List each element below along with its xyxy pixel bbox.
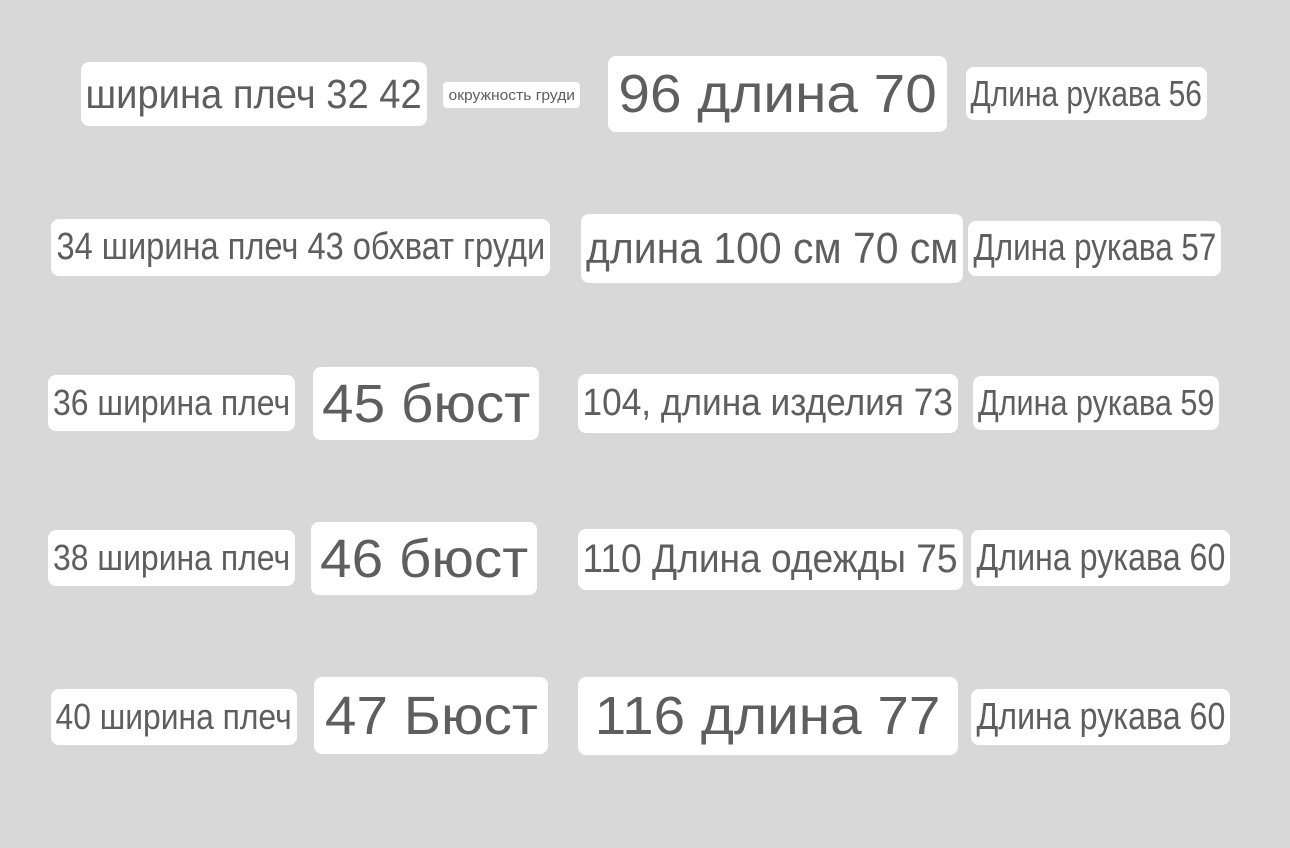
- label-sleeve-60-a: Длина рукава 60: [971, 530, 1230, 586]
- label-text: Длина рукава 59: [977, 382, 1215, 423]
- label-chest-circumference: окружность груди: [443, 82, 580, 108]
- label-text: 40 ширина плеч: [55, 696, 293, 737]
- label-text: Длина рукава 60: [976, 695, 1225, 738]
- label-text: 46 бюст: [319, 528, 529, 589]
- label-text: 47 Бюст: [324, 685, 538, 746]
- label-bust-46: 46 бюст: [311, 522, 537, 595]
- label-text: 34 ширина плеч 43 обхват груди: [56, 226, 545, 268]
- label-110-length-75: 110 Длина одежды 75: [578, 529, 963, 590]
- label-text: ширина плеч 32 42: [85, 70, 423, 117]
- label-shoulder-width-32: ширина плеч 32 42: [81, 62, 427, 126]
- label-sleeve-57: Длина рукава 57: [968, 221, 1221, 276]
- label-size-38-shoulder: 38 ширина плеч: [48, 530, 295, 586]
- label-text: Длина рукава 57: [973, 227, 1216, 269]
- label-size-34-shoulder-43-chest: 34 ширина плеч 43 обхват груди: [51, 219, 550, 276]
- label-sleeve-59: Длина рукава 59: [973, 376, 1219, 430]
- label-size-36-shoulder: 36 ширина плеч: [48, 375, 295, 431]
- label-chest-96-length-70: 96 длина 70: [608, 56, 947, 132]
- label-text: длина 100 см 70 см: [585, 223, 959, 273]
- label-bust-47: 47 Бюст: [314, 677, 548, 754]
- label-text: 110 Длина одежды 75: [582, 537, 959, 581]
- label-text: 104, длина изделия 73: [582, 382, 954, 424]
- label-size-40-shoulder: 40 ширина плеч: [51, 689, 297, 745]
- label-length-100-70: длина 100 см 70 см: [581, 214, 963, 283]
- label-text: 36 ширина плеч: [52, 382, 291, 423]
- label-116-length-77: 116 длина 77: [578, 677, 958, 755]
- label-sleeve-60-b: Длина рукава 60: [971, 689, 1230, 745]
- label-text: Длина рукава 60: [976, 536, 1225, 579]
- label-104-length-73: 104, длина изделия 73: [578, 374, 958, 433]
- label-text: 38 ширина плеч: [52, 537, 291, 578]
- label-bust-45: 45 бюст: [313, 367, 539, 440]
- label-text: окружность груди: [448, 86, 575, 104]
- label-text: 45 бюст: [321, 373, 531, 434]
- label-text: 96 длина 70: [618, 64, 937, 124]
- label-text: 116 длина 77: [595, 686, 941, 746]
- label-text: Длина рукава 56: [970, 72, 1203, 114]
- label-sleeve-56: Длина рукава 56: [966, 67, 1207, 120]
